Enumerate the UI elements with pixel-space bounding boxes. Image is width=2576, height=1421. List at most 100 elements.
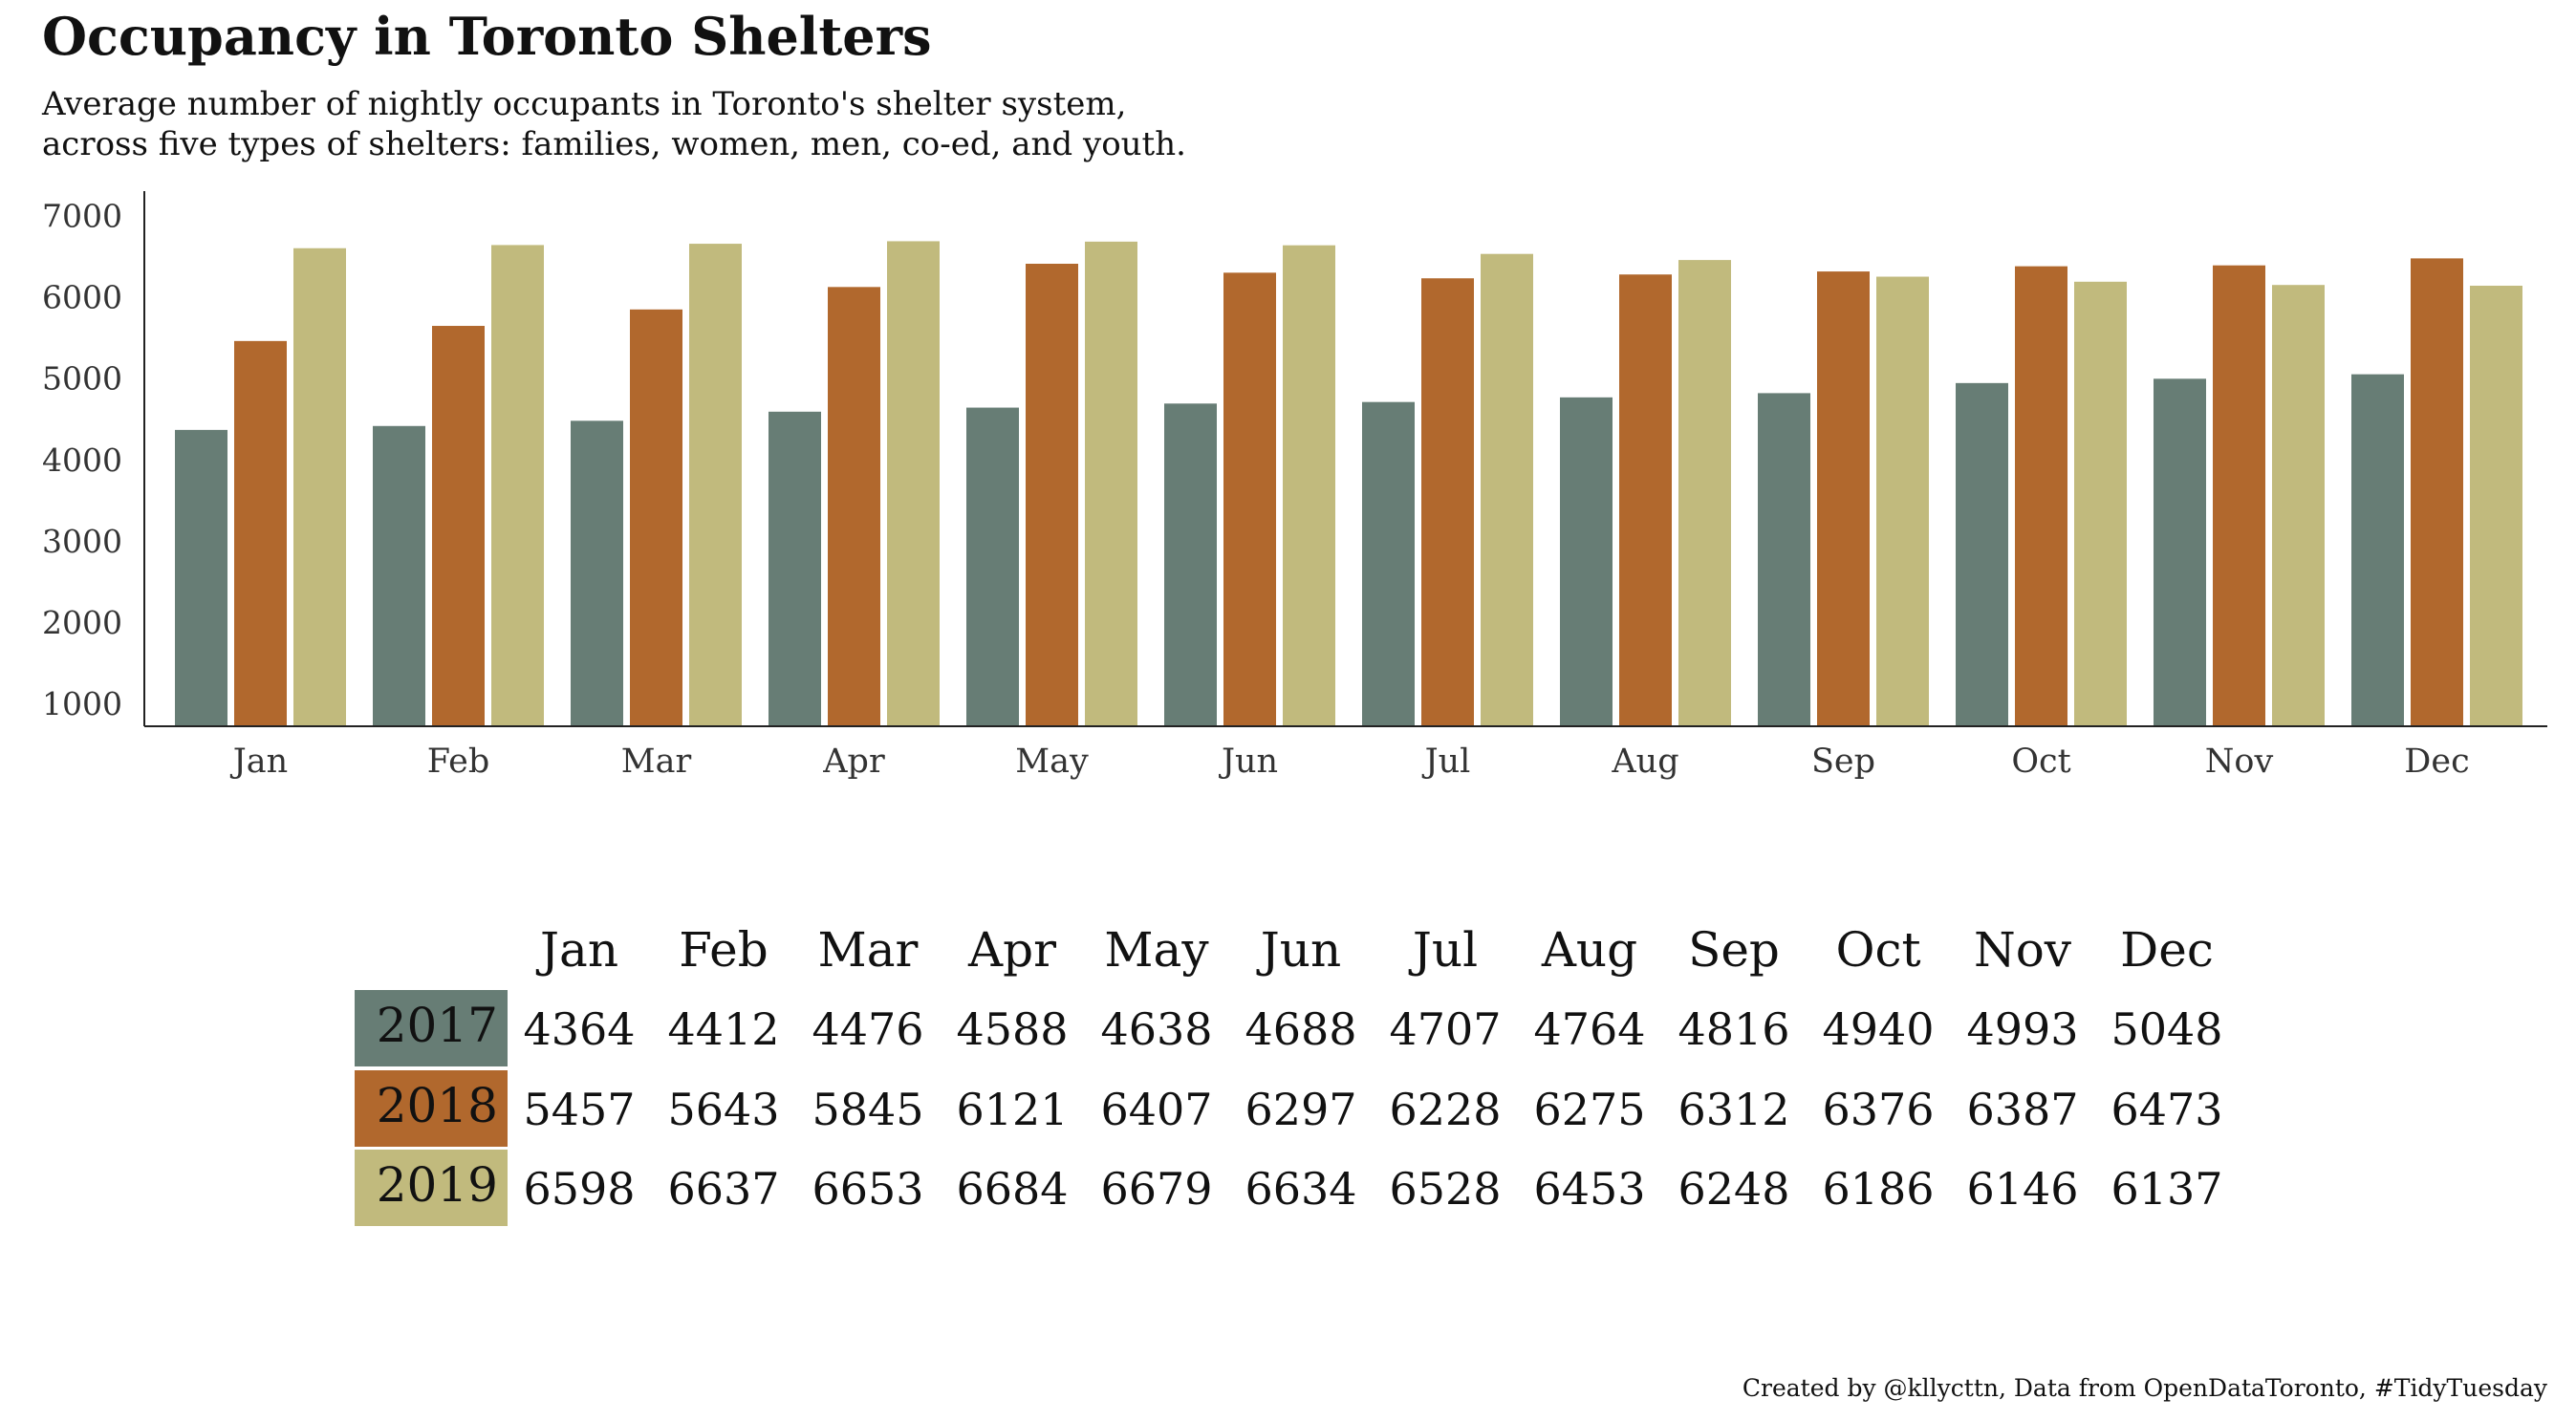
x-tick-label-may: May <box>1015 743 1089 781</box>
table-cell-2018-apr: 6121 <box>956 1084 1069 1135</box>
bar-2018-dec <box>2411 258 2463 726</box>
table-header-jun: Jun <box>1260 922 1342 978</box>
bar-2018-aug <box>1619 274 1672 726</box>
bar-2017-nov <box>2154 378 2206 726</box>
y-tick-label-1000: 1000 <box>42 685 122 722</box>
table-cell-2017-mar: 4476 <box>812 1003 924 1055</box>
bar-2019-may <box>1085 241 1137 726</box>
bar-2017-jun <box>1164 403 1217 726</box>
bar-2018-apr <box>828 287 880 726</box>
bar-2018-oct <box>2015 266 2067 726</box>
table-header-jan: Jan <box>539 922 619 978</box>
table-cell-2019-feb: 6637 <box>667 1163 780 1215</box>
bar-2018-may <box>1026 264 1078 726</box>
x-tick-label-sep: Sep <box>1811 743 1875 781</box>
table-cell-2019-mar: 6653 <box>812 1163 924 1215</box>
table-cell-2017-nov: 4993 <box>1966 1003 2079 1055</box>
table-header-aug: Aug <box>1541 922 1638 978</box>
x-tick-label-nov: Nov <box>2205 743 2274 781</box>
bar-2018-sep <box>1817 271 1870 726</box>
bar-2017-feb <box>373 425 425 726</box>
table-cell-2017-jul: 4707 <box>1389 1003 1502 1055</box>
table-header-sep: Sep <box>1688 922 1780 978</box>
x-tick-label-jan: Jan <box>230 743 288 781</box>
subtitle-line-1: Average number of nightly occupants in T… <box>42 85 1127 123</box>
table-cell-2019-dec: 6137 <box>2111 1163 2223 1215</box>
bar-2017-dec <box>2351 374 2404 726</box>
x-tick-label-mar: Mar <box>621 743 692 781</box>
table-cell-2017-jun: 4688 <box>1245 1003 1357 1055</box>
chart-subtitle: Average number of nightly occupants in T… <box>42 84 1186 164</box>
x-tick-label-jul: Jul <box>1422 743 1471 781</box>
table-cell-2017-aug: 4764 <box>1533 1003 1646 1055</box>
table-cell-2017-feb: 4412 <box>667 1003 780 1055</box>
bar-2019-aug <box>1678 260 1731 726</box>
table-cell-2018-jun: 6297 <box>1245 1084 1357 1135</box>
table-header-jul: Jul <box>1412 922 1479 978</box>
y-tick-label-6000: 6000 <box>42 279 122 316</box>
table-cell-2019-sep: 6248 <box>1678 1163 1790 1215</box>
bar-2019-dec <box>2470 285 2522 726</box>
bar-2019-jul <box>1481 253 1533 726</box>
bars-group <box>175 241 2522 726</box>
table-row-swatch-2019: 2019 <box>355 1150 508 1226</box>
bar-2018-mar <box>630 309 682 726</box>
table-row-label-2018: 2018 <box>376 1078 498 1133</box>
bar-2018-jan <box>234 340 287 726</box>
y-tick-label-7000: 7000 <box>42 198 122 235</box>
table-header-oct: Oct <box>1835 922 1921 978</box>
table-cell-2019-may: 6679 <box>1100 1163 1213 1215</box>
x-tick-label-aug: Aug <box>1611 743 1678 781</box>
table-header-feb: Feb <box>679 922 768 978</box>
x-tick-label-oct: Oct <box>2011 743 2070 781</box>
table-row-label-2019: 2019 <box>376 1157 498 1213</box>
bar-2017-jan <box>175 429 227 726</box>
table-cell-2017-oct: 4940 <box>1822 1003 1935 1055</box>
bar-2019-mar <box>689 244 742 726</box>
bar-2019-apr <box>887 241 940 726</box>
table-row-label-2017: 2017 <box>376 998 498 1053</box>
table-cell-2017-may: 4638 <box>1100 1003 1213 1055</box>
table-cell-2018-mar: 5845 <box>812 1084 924 1135</box>
table-cell-2019-nov: 6146 <box>1966 1163 2079 1215</box>
x-tick-label-feb: Feb <box>427 743 490 781</box>
table-header-nov: Nov <box>1973 922 2072 978</box>
bar-2017-sep <box>1758 393 1810 726</box>
table-cell-2018-jan: 5457 <box>523 1084 636 1135</box>
chart-title: Occupancy in Toronto Shelters <box>42 6 932 67</box>
bar-2017-aug <box>1560 397 1613 726</box>
bar-2019-jan <box>293 248 346 726</box>
table-cell-2017-sep: 4816 <box>1678 1003 1790 1055</box>
table-header-dec: Dec <box>2120 922 2214 978</box>
bar-2019-sep <box>1876 276 1929 726</box>
table-cell-2018-jul: 6228 <box>1389 1084 1502 1135</box>
y-tick-label-3000: 3000 <box>42 523 122 560</box>
x-tick-label-dec: Dec <box>2404 743 2469 781</box>
table-cell-2018-dec: 6473 <box>2111 1084 2223 1135</box>
bar-2018-nov <box>2213 265 2265 726</box>
bar-2018-feb <box>432 326 485 726</box>
subtitle-line-2: across five types of shelters: families,… <box>42 125 1186 163</box>
table-row-swatch-2018: 2018 <box>355 1070 508 1147</box>
table-cell-2018-sep: 6312 <box>1678 1084 1790 1135</box>
table-cell-2017-dec: 5048 <box>2111 1003 2223 1055</box>
bar-2018-jul <box>1421 278 1474 726</box>
table-cell-2018-nov: 6387 <box>1966 1084 2079 1135</box>
table-cell-2018-oct: 6376 <box>1822 1084 1935 1135</box>
bar-2019-nov <box>2272 285 2325 726</box>
bar-2017-oct <box>1956 382 2008 726</box>
bar-2019-feb <box>491 245 544 726</box>
y-tick-label-4000: 4000 <box>42 441 122 479</box>
table-cell-2019-oct: 6186 <box>1822 1163 1935 1215</box>
bar-2018-jun <box>1223 272 1276 726</box>
x-tick-label-apr: Apr <box>822 743 885 781</box>
bar-2017-may <box>966 407 1019 726</box>
table-header-apr: Apr <box>967 922 1057 978</box>
table-row-swatch-2017: 2017 <box>355 990 508 1066</box>
table-cell-2019-jan: 6598 <box>523 1163 636 1215</box>
table-cell-2018-may: 6407 <box>1100 1084 1213 1135</box>
bar-2017-jul <box>1362 401 1415 726</box>
table-cell-2019-aug: 6453 <box>1533 1163 1646 1215</box>
table-cell-2018-feb: 5643 <box>667 1084 780 1135</box>
